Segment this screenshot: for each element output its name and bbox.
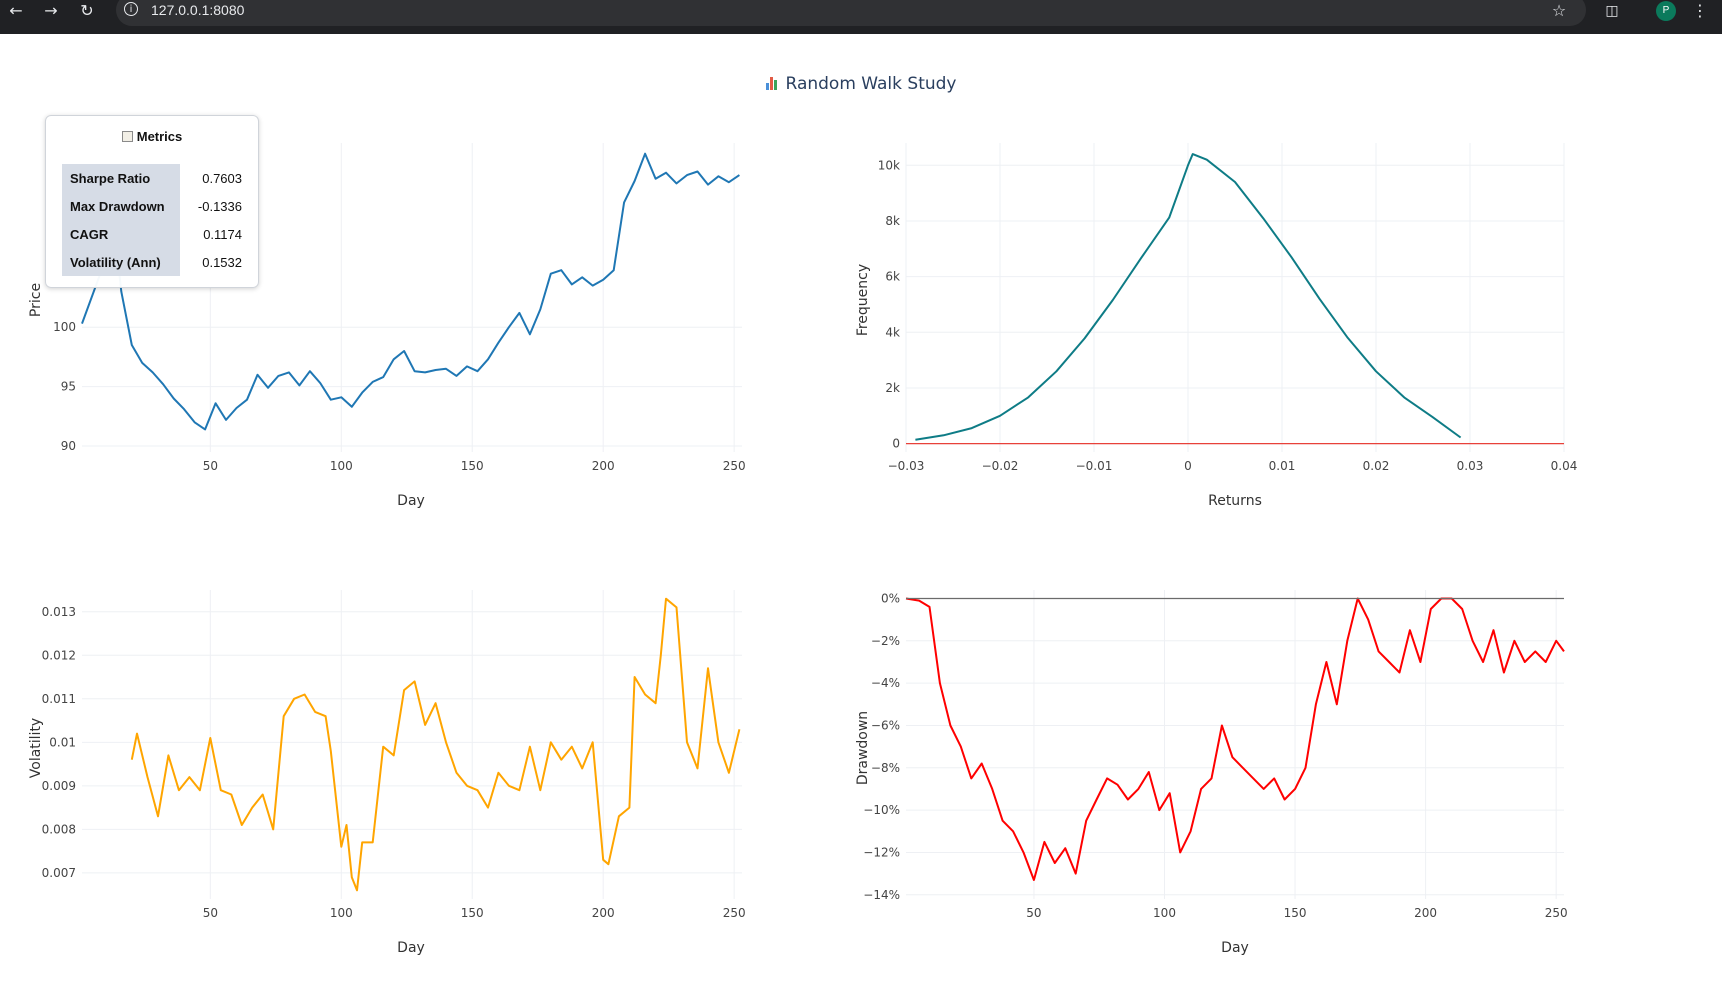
x-tick-label: 50 [203, 906, 218, 920]
metric-value: 0.1174 [203, 226, 242, 242]
x-tick-label: 0.04 [1551, 459, 1578, 473]
x-tick-label: 200 [592, 906, 615, 920]
bookmark-star-icon[interactable]: ☆ [1551, 1, 1567, 20]
x-tick-label: 150 [461, 459, 484, 473]
drawdown-series-line-0 [905, 597, 1565, 881]
forward-arrow-icon[interactable]: → [44, 1, 58, 20]
metrics-row: Sharpe Ratio 0.7603 [62, 164, 249, 192]
price-series-line-0 [81, 152, 740, 431]
metric-value: -0.1336 [197, 198, 242, 214]
y-tick-label: 0.012 [42, 648, 76, 662]
metrics-row: Volatility (Ann) 0.1532 [62, 248, 249, 276]
x-axis-title: Returns [1208, 493, 1262, 509]
x-tick-label: 100 [1153, 906, 1176, 920]
y-tick-label: 90 [61, 439, 76, 453]
y-axis-title: Drawdown [855, 711, 871, 785]
ledger-icon [121, 131, 133, 142]
page-title-text: Random Walk Study [785, 74, 957, 94]
x-tick-label: 250 [723, 459, 746, 473]
volatility-chart: 50 100 150 200 250 0.007 0.008 0.009 0.01 0.011 0.… [28, 590, 746, 956]
y-tick-label: 0.01 [49, 735, 76, 749]
bar-chart-icon [765, 77, 780, 90]
x-tick-label: 0 [1184, 459, 1192, 473]
address-bar[interactable] [116, 0, 1586, 26]
y-tick-label: −6% [871, 718, 900, 732]
x-tick-label: 200 [592, 459, 615, 473]
y-tick-label: 0.007 [42, 866, 76, 880]
x-axis-title: Day [397, 493, 425, 509]
metrics-panel: Metrics Sharpe Ratio 0.7603 Max Drawdown -… [45, 115, 259, 288]
reload-icon[interactable]: ↻ [80, 1, 94, 20]
x-tick-label: 100 [330, 459, 353, 473]
returns-distribution-series-line-0 [915, 153, 1462, 441]
browser-toolbar: ← → ↻ i 127.0.0.1:8080 ☆ ◫ P ⋮ [0, 0, 1722, 34]
metric-value: 0.7603 [202, 170, 242, 186]
y-tick-label: 0.013 [42, 605, 76, 619]
volatility-series-line-0 [130, 597, 741, 892]
metric-label: Max Drawdown [62, 192, 180, 220]
y-tick-label: 10k [878, 158, 900, 172]
site-info-icon[interactable]: i [124, 2, 138, 16]
y-tick-label: −14% [863, 888, 900, 902]
y-tick-label: 2k [885, 381, 900, 395]
y-axis-title: Frequency [855, 264, 871, 336]
x-tick-label: 0.03 [1457, 459, 1484, 473]
y-tick-label: −12% [863, 845, 900, 859]
back-arrow-icon[interactable]: ← [9, 1, 23, 20]
y-tick-label: 0.008 [42, 822, 76, 836]
metrics-table: Sharpe Ratio 0.7603 Max Drawdown -0.1336 C… [62, 164, 249, 276]
y-tick-label: 0% [881, 591, 900, 605]
x-tick-label: 50 [1026, 906, 1041, 920]
y-tick-label: −8% [871, 761, 900, 775]
y-tick-label: −2% [871, 634, 900, 648]
x-tick-label: 150 [1284, 906, 1307, 920]
browser-menu-icon[interactable]: ⋮ [1692, 1, 1708, 20]
y-tick-label: 100 [53, 320, 76, 334]
drawdown-chart: 50 100 150 200 250 0% −2% −4% −6% −8% −10% −12% −14%… [855, 590, 1568, 956]
x-tick-label: 250 [723, 906, 746, 920]
x-axis-title: Day [397, 940, 425, 956]
url-text[interactable]: 127.0.0.1:8080 [151, 2, 245, 18]
x-tick-label: 150 [461, 906, 484, 920]
y-tick-label: 6k [885, 270, 900, 284]
metrics-title: Metrics [46, 129, 258, 144]
x-tick-label: −0.02 [982, 459, 1019, 473]
metric-label: Sharpe Ratio [62, 164, 180, 192]
y-tick-label: −10% [863, 803, 900, 817]
y-tick-label: 4k [885, 325, 900, 339]
metric-label: CAGR [62, 220, 180, 248]
tab-search-icon[interactable]: ◫ [1605, 3, 1619, 19]
y-tick-label: 0.011 [42, 692, 76, 706]
y-tick-label: −4% [871, 676, 900, 690]
x-tick-label: −0.01 [1076, 459, 1113, 473]
metrics-row: Max Drawdown -0.1336 [62, 192, 249, 220]
x-tick-label: 50 [203, 459, 218, 473]
x-tick-label: 0.02 [1363, 459, 1390, 473]
profile-avatar[interactable]: P [1656, 1, 1676, 21]
y-tick-label: 8k [885, 214, 900, 228]
x-tick-label: −0.03 [888, 459, 925, 473]
y-tick-label: 0 [892, 437, 900, 451]
y-axis-title: Volatility [28, 718, 44, 778]
x-tick-label: 0.01 [1269, 459, 1296, 473]
metric-label: Volatility (Ann) [62, 248, 180, 276]
x-axis-title: Day [1221, 940, 1249, 956]
y-axis-title: Price [28, 283, 44, 317]
x-tick-label: 200 [1414, 906, 1437, 920]
returns-distribution-chart: −0.03 −0.02 −0.01 0 0.01 0.02 0.03 0.04 0 2k 4k 6k 8… [855, 143, 1577, 509]
y-tick-label: 95 [61, 380, 76, 394]
metric-value: 0.1532 [202, 254, 242, 270]
price-chart: 50 100 150 200 250 90 95 100 Day Price [28, 143, 746, 509]
page-title: Random Walk Study [0, 74, 1722, 94]
x-tick-label: 100 [330, 906, 353, 920]
metrics-row: CAGR 0.1174 [62, 220, 249, 248]
y-tick-label: 0.009 [42, 779, 76, 793]
x-tick-label: 250 [1545, 906, 1568, 920]
